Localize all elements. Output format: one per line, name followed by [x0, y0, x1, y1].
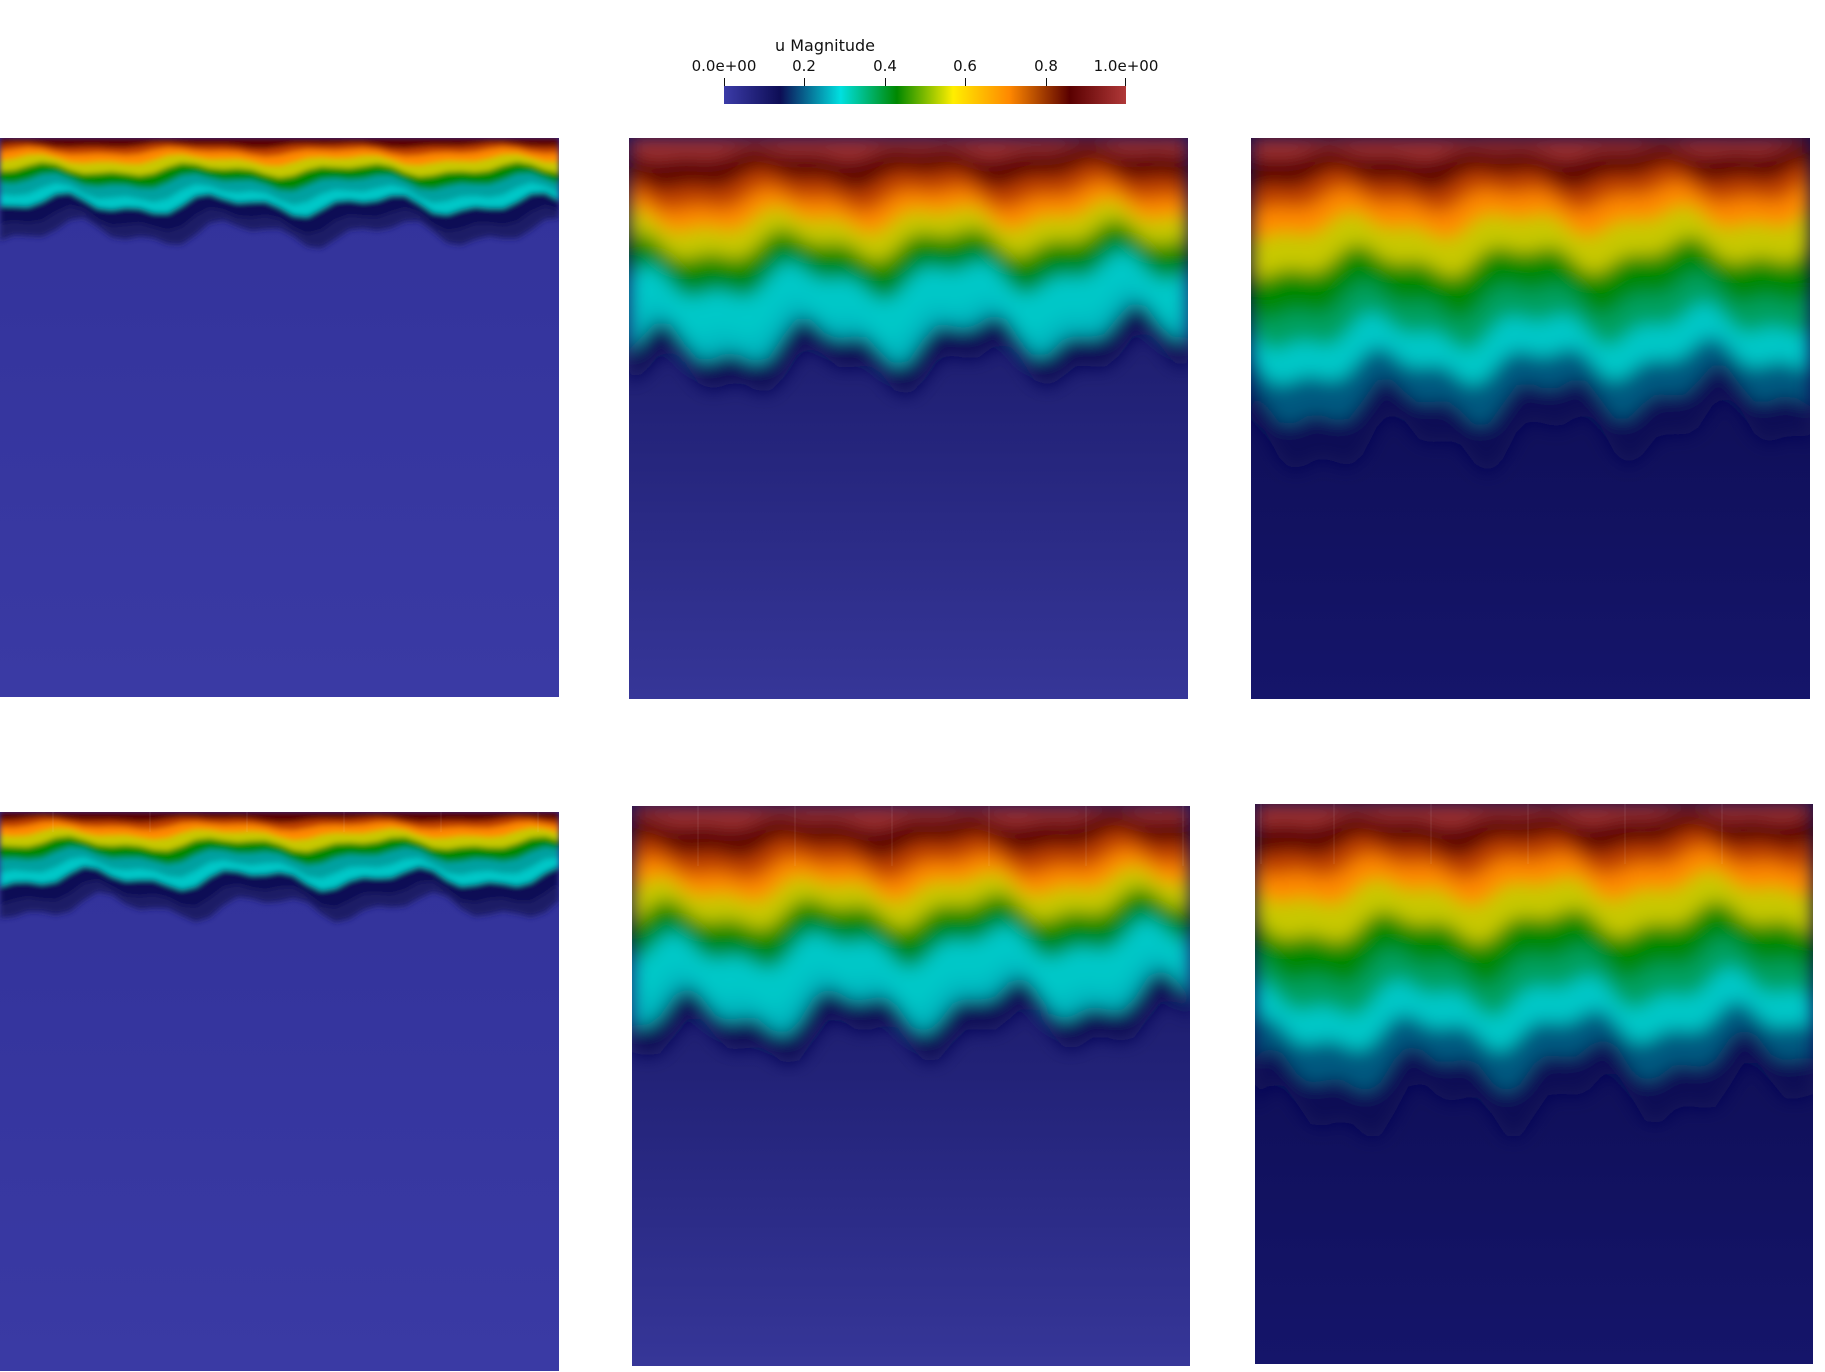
- colorbar-tick-mark: [1046, 78, 1047, 88]
- field-artifact-streak: [988, 806, 990, 866]
- field-artifact-streak: [1624, 804, 1626, 864]
- field-artifact-streak: [891, 806, 893, 866]
- colorbar-tick-mark: [1125, 78, 1126, 88]
- field-artifact-streak: [1182, 806, 1184, 866]
- colorbar-tick-mark: [885, 78, 886, 88]
- field-panel-r2c1: [0, 812, 559, 1371]
- field-contour-band: [629, 138, 1188, 162]
- field-artifact-streak: [343, 812, 345, 832]
- field-artifact-streak: [1085, 806, 1087, 866]
- colorbar-tick-mark: [804, 78, 805, 88]
- field-contour-band: [1251, 138, 1810, 161]
- colorbar: u Magnitude 0.0e+00 0.2 0.4 0.6 0.8 1.0e…: [0, 0, 1825, 120]
- colorbar-tick-label: 1.0e+00: [1093, 57, 1159, 75]
- colorbar-tick-label: 0.8: [1034, 57, 1058, 75]
- field-panel-r1c3: [1251, 138, 1810, 699]
- colorbar-tick-label: 0.6: [953, 57, 977, 75]
- field-artifact-streak: [440, 812, 442, 832]
- field-artifact-streak: [1333, 804, 1335, 864]
- field-contour-band: [1255, 804, 1813, 828]
- colorbar-title: u Magnitude: [775, 36, 875, 55]
- field-artifact-streak: [52, 812, 54, 832]
- field-panel-r2c2: [632, 806, 1190, 1366]
- field-artifact-streak: [794, 806, 796, 866]
- field-contour-band: [632, 806, 1190, 829]
- field-artifact-streak: [697, 806, 699, 866]
- colorbar-tick-label: 0.4: [873, 57, 897, 75]
- colorbar-tick-mark: [724, 78, 725, 88]
- field-contour-band: [0, 812, 559, 824]
- field-artifact-streak: [246, 812, 248, 832]
- colorbar-tick-label: 0.0e+00: [691, 57, 757, 75]
- field-contour-band: [0, 138, 559, 149]
- colorbar-gradient: [724, 86, 1126, 104]
- colorbar-tick-mark: [965, 78, 966, 88]
- field-artifact-streak: [149, 812, 151, 832]
- colorbar-tick-label: 0.2: [792, 57, 816, 75]
- field-panel-r1c1: [0, 138, 559, 697]
- field-artifact-streak: [1721, 804, 1723, 864]
- field-artifact-streak: [1260, 804, 1262, 864]
- field-artifact-streak: [1430, 804, 1432, 864]
- field-panel-r1c2: [629, 138, 1188, 699]
- field-panel-r2c3: [1255, 804, 1813, 1364]
- field-artifact-streak: [537, 812, 539, 832]
- field-artifact-streak: [1527, 804, 1529, 864]
